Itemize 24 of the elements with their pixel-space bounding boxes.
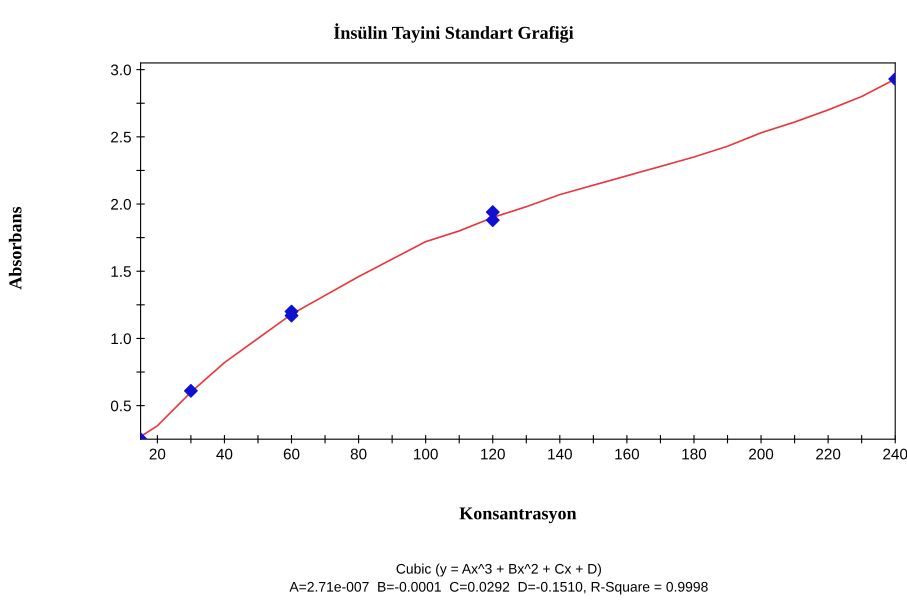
x-tick-label: 160 xyxy=(615,448,640,460)
x-tick-label: 120 xyxy=(481,448,505,460)
y-tick-label: 3.0 xyxy=(110,64,131,76)
point xyxy=(184,384,198,398)
chart-title: İnsülin Tayini Standart Grafiği xyxy=(334,23,574,43)
y-tick-label: 0.5 xyxy=(110,400,131,412)
x-tick-label: 20 xyxy=(150,448,166,460)
x-tick-label: 220 xyxy=(816,448,840,460)
x-tick-label: 40 xyxy=(216,448,232,460)
text: Cubic (y = Ax^3 + Bx^2 + Cx + D) xyxy=(396,564,601,576)
text: A=2.71e-007 B=-0.0001 C=0.0292 D=-0.1510, R-Square = 0.9998 xyxy=(289,582,708,594)
x-tick-label: 80 xyxy=(350,448,366,460)
x-tick-label: 180 xyxy=(682,448,706,460)
x-tick-label: 240 xyxy=(883,448,907,460)
y-tick-label: 1.0 xyxy=(111,333,131,344)
y-axis-title: Absorbans xyxy=(8,206,22,290)
x-tick-label: 200 xyxy=(749,448,774,460)
y-tick-label: 2.0 xyxy=(111,198,131,210)
x-tick-label: 100 xyxy=(414,448,438,460)
y-tick-label: 2.5 xyxy=(111,132,131,143)
x-tick-label: 140 xyxy=(548,448,572,460)
x-tick-label: 60 xyxy=(284,448,300,460)
x-axis-title: Konsantrasyon xyxy=(460,507,576,524)
y-tick-label: 1.5 xyxy=(111,266,131,277)
